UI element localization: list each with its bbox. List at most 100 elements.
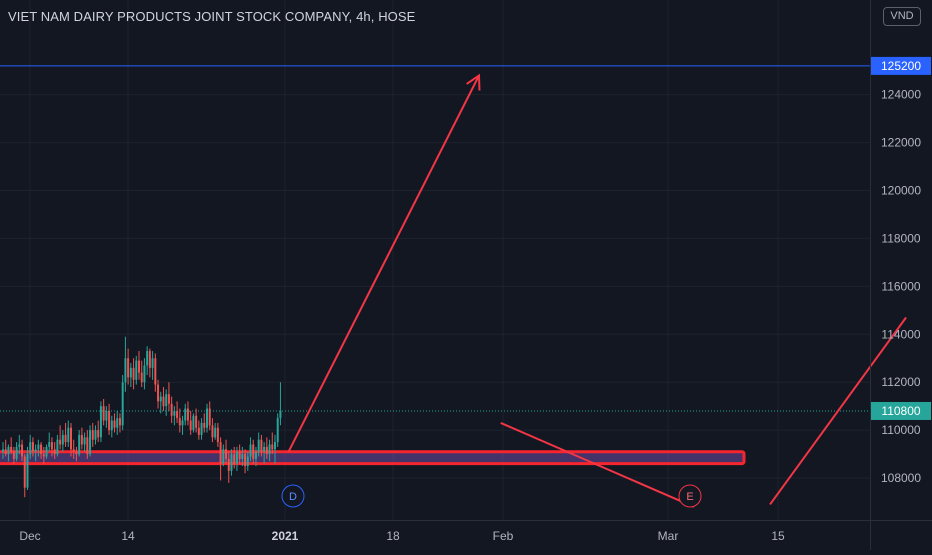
candle-body [230, 454, 233, 471]
candle-body [143, 365, 146, 383]
candle-body [124, 358, 127, 383]
candle-body [37, 444, 40, 450]
candle-body [268, 444, 271, 455]
candle-body [222, 449, 225, 464]
candle-body [260, 439, 263, 452]
candle-body [263, 446, 266, 452]
candle-body [138, 360, 140, 373]
y-tick-label: 108000 [881, 471, 921, 485]
candle-body [165, 394, 168, 407]
candle-body [21, 444, 24, 457]
y-tick-label: 110000 [881, 423, 920, 437]
trend-line [500, 422, 695, 508]
y-tick-label: 112000 [881, 375, 920, 389]
candle-body [197, 427, 200, 435]
candle-body [148, 351, 151, 368]
candle-body [252, 444, 255, 459]
candles [2, 336, 282, 498]
candle-body [105, 410, 108, 421]
candle-body [151, 358, 154, 368]
x-tick-label: Mar [658, 529, 679, 543]
candle-body [116, 418, 119, 428]
candle-body [181, 420, 184, 426]
x-tick-label: 15 [771, 529, 785, 543]
horizontal-line-label-bg [871, 56, 931, 75]
candle-body [132, 367, 135, 380]
candle-body [274, 442, 276, 450]
candle-body [254, 451, 257, 459]
candle-body [195, 415, 198, 428]
candle-body [279, 410, 282, 419]
candle-body [10, 446, 13, 452]
candle-body [189, 420, 192, 431]
candle-body [113, 420, 116, 428]
event-marker-label: D [289, 491, 297, 503]
x-tick-label: Feb [493, 529, 514, 543]
grid [0, 0, 870, 520]
candle-body [184, 408, 187, 421]
currency-badge[interactable]: VND [883, 7, 921, 26]
candle-body [80, 434, 83, 445]
y-tick-label: 120000 [881, 184, 921, 198]
y-tick-label: 122000 [881, 136, 921, 150]
candle-body [23, 456, 26, 488]
candle-body [72, 449, 75, 452]
last-price-label-bg [871, 401, 931, 420]
x-tick-label: 2021 [272, 529, 299, 543]
candle-body [70, 427, 72, 450]
candle-body [265, 446, 268, 455]
candle-body [118, 418, 121, 426]
candle-body [146, 351, 149, 366]
candle-body [99, 406, 102, 438]
y-tick-label: 124000 [881, 88, 921, 102]
candle-body [186, 408, 189, 421]
candle-body [129, 367, 132, 378]
candle-body [34, 449, 37, 452]
candle-body [127, 358, 130, 378]
candle-body [178, 418, 181, 426]
candle-body [29, 442, 32, 455]
x-tick-label: 14 [121, 529, 135, 543]
arrow-line [287, 75, 480, 453]
horizontal-line-label: 125200 [881, 59, 921, 73]
candle-body [121, 382, 124, 426]
candle-body [208, 408, 211, 426]
candle-body [97, 430, 100, 438]
candle-body [12, 451, 15, 459]
candle-body [135, 360, 138, 380]
support-zone [0, 450, 746, 466]
candle-body [31, 442, 34, 452]
candle-body [48, 442, 51, 447]
candle-body [78, 434, 81, 455]
candle-body [219, 442, 222, 464]
candle-body [140, 372, 143, 383]
candle-body [45, 446, 48, 457]
candle-body [200, 422, 203, 435]
candle-body [110, 420, 113, 431]
candle-body [271, 444, 274, 450]
candle-body [238, 451, 241, 459]
y-tick-label: 118000 [881, 231, 920, 245]
candle-body [241, 454, 244, 459]
candle-body [276, 418, 279, 443]
x-tick-label: 18 [386, 529, 400, 543]
arrow-head [466, 73, 481, 91]
candle-body [176, 410, 179, 419]
event-marker [678, 484, 702, 508]
candle-body [2, 449, 4, 452]
candle-body [89, 430, 92, 455]
candle-body [167, 394, 170, 404]
event-marker [281, 484, 305, 508]
candle-body [154, 358, 157, 385]
candle-body [108, 410, 111, 431]
candle-body [61, 434, 64, 445]
candle-body [18, 444, 21, 447]
candle-body [206, 408, 208, 428]
candle-body [15, 446, 18, 459]
candle-body [233, 454, 236, 464]
candle-body [214, 427, 217, 438]
